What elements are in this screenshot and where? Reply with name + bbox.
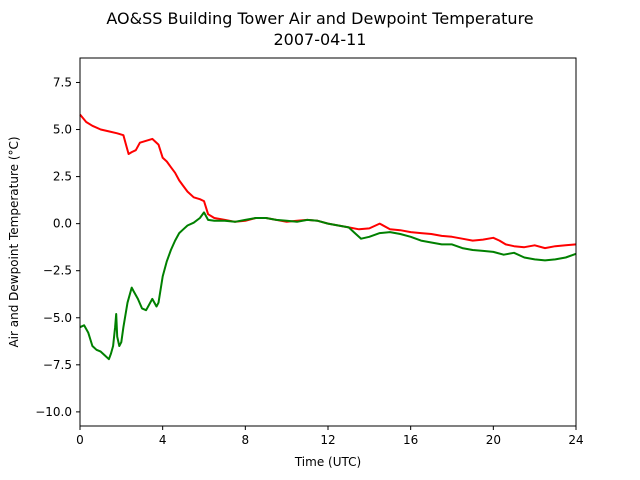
chart-title: AO&SS Building Tower Air and Dewpoint Te… bbox=[106, 9, 533, 28]
plot-frame bbox=[79, 57, 577, 427]
series-line-1 bbox=[79, 113, 577, 250]
y-tick-label: 2.5 bbox=[53, 170, 72, 184]
y-tick-label: −5.0 bbox=[43, 311, 72, 325]
y-tick-label: −2.5 bbox=[43, 264, 72, 278]
x-axis-label: Time (UTC) bbox=[294, 455, 361, 469]
y-tick-label: 5.0 bbox=[53, 123, 72, 137]
x-axis-ticks: 0 4 8 12 16 20 24 bbox=[76, 426, 584, 447]
chart-subtitle: 2007-04-11 bbox=[274, 30, 367, 49]
y-axis-ticks: −10.0 −7.5 −5.0 −2.5 0.0 2.5 5.0 7.5 bbox=[35, 75, 80, 419]
y-tick-label: −10.0 bbox=[35, 405, 72, 419]
x-tick-label: 8 bbox=[242, 433, 250, 447]
x-tick-label: 0 bbox=[76, 433, 84, 447]
x-tick-label: 4 bbox=[159, 433, 167, 447]
x-tick-label: 24 bbox=[568, 433, 583, 447]
y-axis-label: Air and Dewpoint Temperature (°C) bbox=[7, 136, 21, 347]
x-tick-label: 20 bbox=[486, 433, 501, 447]
series-layer bbox=[79, 113, 577, 361]
y-tick-label: 7.5 bbox=[53, 75, 72, 89]
y-tick-label: 0.0 bbox=[53, 217, 72, 231]
x-tick-label: 16 bbox=[403, 433, 418, 447]
x-tick-label: 12 bbox=[320, 433, 335, 447]
series-line-2 bbox=[79, 211, 577, 361]
y-tick-label: −7.5 bbox=[43, 358, 72, 372]
